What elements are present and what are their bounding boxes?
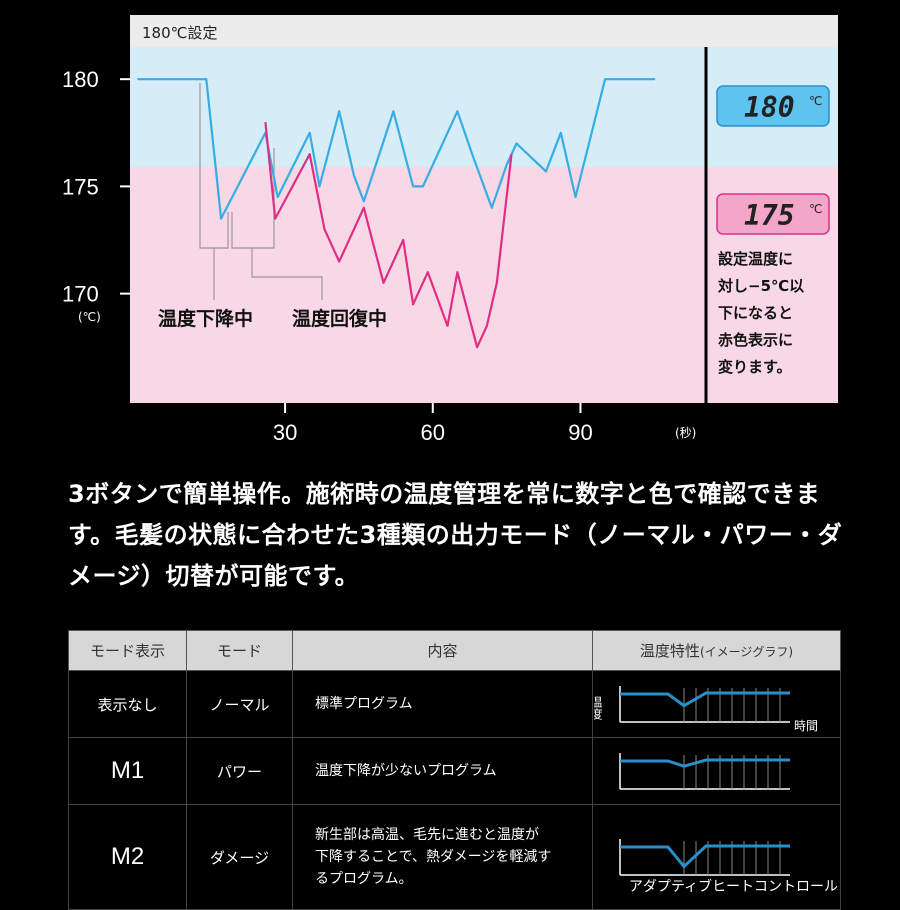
lcd-180-frame: [716, 85, 830, 127]
mini-y-label: 温度: [594, 696, 603, 720]
table-row: 表示なし ノーマル 標準プログラム 温度時間: [68, 670, 841, 738]
mini-graph-power: [618, 753, 790, 790]
x-unit: (秒): [675, 426, 696, 440]
table-row: M2 ダメージ 新生部は高温、毛先に進むと温度が下降することで、熱ダメージを軽減…: [68, 804, 841, 910]
footer-caption: アダプティブヒートコントロール: [628, 879, 838, 895]
y-tick-label: 175: [62, 174, 99, 199]
mode-name-cell: パワー: [186, 737, 293, 805]
side-note-line: 変ります。: [718, 358, 792, 376]
mode-graph-cell: [592, 737, 841, 805]
lcd-180-unit: ℃: [809, 94, 822, 108]
lcd-175-value: 175: [744, 199, 795, 232]
header-mode-display: モード表示: [68, 630, 187, 671]
header-temperature-profile: 温度特性(イメージグラフ): [592, 630, 841, 671]
table-row: M1 パワー 温度下降が少ないプログラム: [68, 737, 841, 805]
temperature-chart: 180℃設定 180 175 170 30 60 90 (℃) (秒) 温度下降中 温度…: [62, 15, 838, 445]
feature-description: 3ボタンで簡単操作。施術時の温度管理を常に数字と色で確認できます。毛髪の状態に合…: [68, 480, 843, 590]
header-label: 180℃設定: [142, 24, 217, 42]
side-note-line: 下になると: [718, 304, 793, 322]
mini-x-label: 時間: [794, 719, 818, 733]
mode-display-cell: M2: [68, 804, 187, 910]
side-note-line: 赤色表示に: [718, 331, 793, 349]
mode-display-cell: 表示なし: [68, 670, 187, 738]
mode-name-cell: ダメージ: [186, 804, 293, 910]
mode-content-cell: 標準プログラム: [292, 670, 593, 738]
series-line-pink: [264, 121, 513, 349]
side-note-line: 対し−5℃以: [717, 277, 804, 295]
annotation-falling: 温度下降中: [158, 307, 253, 330]
plot-header-band: [130, 15, 838, 47]
mode-graph-cell: [592, 804, 841, 910]
y-unit: (℃): [78, 310, 101, 324]
lcd-180-value: 180: [744, 91, 795, 124]
x-tick-label: 60: [421, 420, 445, 445]
header-temperature-label: 温度特性: [639, 642, 700, 660]
mode-table: モード表示 モード 内容 温度特性(イメージグラフ) 表示なし ノーマル 標準プ…: [68, 630, 841, 910]
mini-temperature-line: [619, 844, 790, 869]
y-tick-label: 170: [62, 282, 99, 307]
x-tick-label: 90: [568, 420, 592, 445]
mode-display-cell: M1: [68, 737, 187, 805]
mode-name-cell: ノーマル: [186, 670, 293, 738]
mini-temperature-line: [619, 758, 790, 768]
lcd-175-frame: [716, 193, 830, 235]
mode-graph-cell: 温度時間: [589, 670, 841, 738]
mode-content-cell: 温度下降が少ないプログラム: [292, 737, 593, 805]
mode-content-cell: 新生部は高温、毛先に進むと温度が下降することで、熱ダメージを軽減するプログラム。: [292, 804, 593, 910]
header-content: 内容: [292, 630, 593, 671]
table-header-row: モード表示 モード 内容 温度特性(イメージグラフ): [68, 630, 841, 671]
header-temperature-sub: (イメージグラフ): [699, 645, 794, 659]
x-tick-label: 30: [273, 420, 297, 445]
header-mode: モード: [186, 630, 293, 671]
y-tick-label: 180: [62, 67, 99, 92]
series-line-blue: [137, 78, 656, 220]
mini-temperature-line: [619, 691, 790, 708]
annotation-recovering: 温度回復中: [292, 307, 387, 330]
side-note-line: 設定温度に: [718, 250, 793, 268]
mini-graph-damage: [618, 839, 790, 876]
lcd-175-unit: ℃: [809, 202, 822, 216]
